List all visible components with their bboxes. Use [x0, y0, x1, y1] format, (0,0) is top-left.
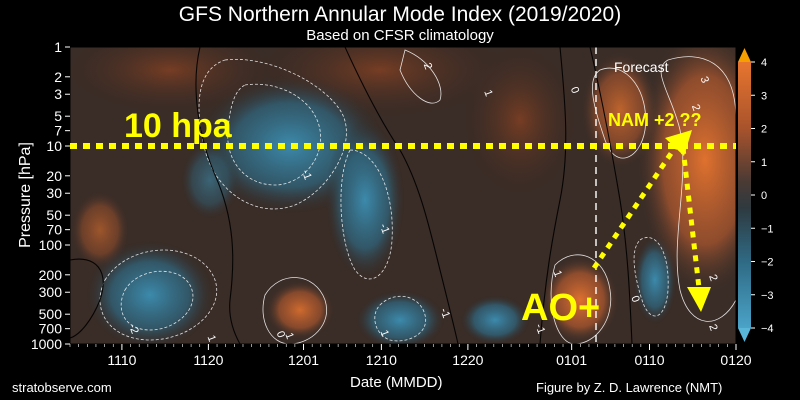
author-credit: Figure by Z. D. Lawrence (NMT) [536, 380, 723, 395]
y-tick-label: 200 [39, 267, 63, 283]
x-tick-label: 1220 [452, 352, 483, 368]
contour-label: -1 [533, 322, 548, 335]
contour-label: 2 [689, 103, 702, 113]
y-axis-label: Pressure [hPa] [17, 142, 34, 248]
colorbar-tick-label: −4 [761, 323, 774, 335]
contour-label: 1 [481, 88, 494, 98]
contour-label: 1 [205, 334, 218, 344]
y-tick-label: 1 [54, 39, 62, 55]
y-tick-label: 300 [39, 284, 63, 300]
colorbar: 4 3 2 1 0 −1 −2 −3 −4 [738, 48, 774, 342]
contour-label: 3 [698, 75, 711, 85]
y-tick-label: 20 [46, 168, 62, 184]
colorbar-tick-label: 0 [761, 190, 767, 202]
colorbar-tick-label: −1 [761, 223, 774, 235]
site-credit: stratobserve.com [12, 380, 112, 395]
x-tick-label: 1110 [107, 352, 136, 368]
arrow-down-head [687, 287, 711, 312]
colorbar-tick-label: −3 [761, 290, 774, 302]
contour-label: -1 [299, 168, 314, 181]
arrow-up [591, 144, 679, 270]
y-tick-label: 100 [39, 237, 63, 253]
contour-label: -2 [126, 322, 141, 335]
y-tick-label: 2 [54, 69, 62, 85]
chart-subtitle: Based on CFSR climatology [306, 27, 494, 44]
contour-label: 2 [421, 61, 434, 71]
colorbar-max-extend [738, 48, 751, 62]
y-tick-label: 1000 [31, 336, 62, 352]
contour-label: 1 [550, 269, 563, 279]
contour-label: 2 [706, 323, 719, 333]
colorbar-tick-label: −2 [761, 257, 774, 269]
contour-label: -1 [377, 222, 392, 235]
contour-label: 0 [628, 294, 641, 304]
ao-label: AO+ [521, 287, 600, 329]
y-tick-label: 7 [54, 123, 62, 139]
level-label: 10 hpa [124, 107, 233, 145]
x-tick-label: 1210 [366, 352, 397, 368]
colorbar-tick-label: 3 [761, 90, 767, 102]
contour-label: 0 [568, 85, 581, 95]
colorbar-tick-label: 1 [761, 157, 767, 169]
x-tick-label: 1201 [288, 352, 319, 368]
colorbar-tick-label: 2 [761, 124, 767, 136]
x-axis: 1110 1120 1201 1210 1220 0101 0110 0120 [69, 344, 752, 368]
contour-label: 1 [378, 328, 391, 338]
colorbar-min-extend [738, 328, 751, 342]
contour-label: 0 [274, 330, 287, 340]
y-tick-label: 50 [46, 207, 62, 223]
contour-label: -1 [437, 307, 452, 320]
contour-label: 2 [706, 273, 719, 283]
y-tick-label: 5 [54, 108, 62, 124]
nam-forecast-note: NAM +2 ?? [608, 110, 702, 130]
x-tick-label: 0110 [634, 352, 664, 368]
x-tick-label: 1120 [193, 352, 223, 368]
contour-label: 1 [282, 331, 295, 341]
y-tick-label: 70 [46, 222, 62, 238]
forecast-label: Forecast [614, 59, 669, 75]
x-tick-label: 0120 [720, 352, 751, 368]
y-tick-label: 3 [54, 86, 62, 102]
annotations: 10 hpa NAM +2 ?? AO+ [70, 107, 736, 329]
colorbar-gradient [738, 62, 751, 328]
y-tick-label: 500 [39, 306, 63, 322]
x-tick-label: 0101 [556, 352, 587, 368]
heatmap-field [70, 47, 736, 344]
y-tick-label: 700 [39, 321, 63, 337]
colorbar-tick-label: 4 [761, 57, 767, 69]
chart-title: GFS Northern Annular Mode Index (2019/20… [178, 3, 622, 26]
y-tick-label: 10 [46, 138, 62, 154]
x-axis-label: Date (MMDD) [350, 374, 443, 391]
plot-frame [69, 46, 737, 345]
y-tick-label: 30 [46, 185, 62, 201]
